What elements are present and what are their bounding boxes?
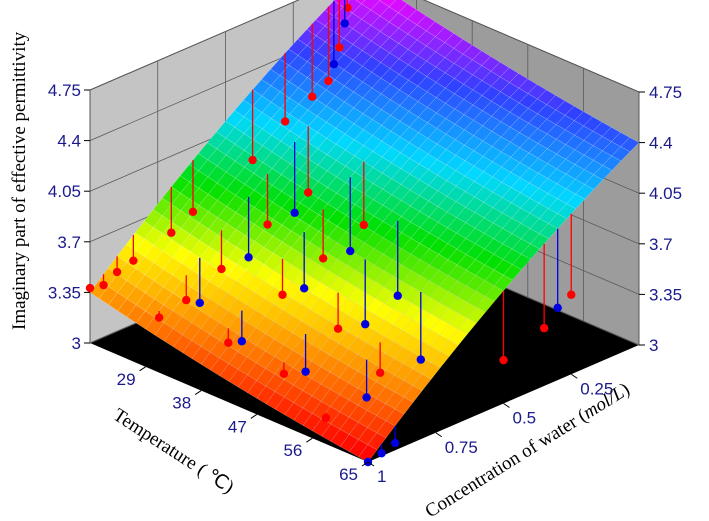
data-point-red [217,264,226,274]
z-tick-label-left: 4.05 [48,182,81,201]
data-point-red [224,338,233,347]
y-tick-label: 1 [377,467,386,486]
x-axis-title-text: Temperature ( ℃) [109,405,237,498]
y-tick-label: 0.5 [513,409,537,428]
data-point-red [308,92,317,101]
x-tick-label: 29 [117,370,136,389]
data-point-red [112,267,122,277]
z-tick-label-right: 4.4 [649,134,673,153]
data-point-blue [195,298,204,308]
z-tick-label-left: 4.4 [57,132,81,151]
data-point-red [154,313,164,322]
data-point-blue [362,393,371,402]
x-tick-mark [306,437,313,443]
data-point-blue [390,438,400,448]
y-tick-label: 0.75 [445,438,478,457]
data-point-red [333,324,343,333]
data-point-red [99,280,108,290]
data-point-red [279,369,289,378]
data-point-blue [301,367,310,376]
data-points [85,0,576,467]
x-tick-label: 56 [283,441,302,460]
y-tick-mark [570,373,578,379]
z-axis-title: Imaginary part of effective permittivity [9,31,30,330]
x-tick-mark [194,390,202,396]
data-point-red [375,368,385,378]
z-tick-label-right: 4.75 [649,83,682,102]
data-point-red [188,207,198,216]
data-point-red [167,228,176,237]
z-tick-label-left: 3.35 [48,283,81,302]
data-point-blue [346,246,355,256]
y-tick-mark [503,403,510,408]
data-point-blue [237,337,247,346]
y-tick-mark [367,461,375,467]
data-point-red [324,76,333,86]
data-point-blue [290,208,299,218]
data-point-red [321,413,331,423]
z-tick-label-right: 3 [649,336,658,355]
data-point-red [304,188,313,197]
x-tick-label: 38 [172,394,191,413]
data-point-red [182,295,191,305]
tick-labels: 3 3 3.35 3.35 3.7 3.7 4.05 4.05 4.4 4.4 4.75 4.75 29… [48,81,682,486]
y-tick-mark [435,432,443,438]
z-tick-label-right: 3.35 [649,285,682,304]
data-point-blue [299,284,309,293]
x-tick-mark [139,366,146,372]
data-point-blue [340,19,349,28]
x-axis-title: Temperature ( ℃) [109,405,237,498]
data-point-red [248,155,257,165]
data-point-red [318,254,328,263]
data-point-red [335,43,344,52]
z-tick-label-right: 3.7 [649,235,673,254]
data-point-blue [553,303,562,313]
wall-gridline [89,0,640,93]
x-tick-mark [361,461,369,467]
data-point-red [85,283,95,293]
data-point-red [263,220,272,229]
z-tick-label-left: 3.7 [57,233,81,252]
y-tick-label: 0.25 [580,379,613,398]
data-point-blue [244,253,253,262]
data-point-red [359,220,368,230]
data-point-red [280,117,290,126]
data-point-blue [393,291,402,300]
data-point-red [567,290,576,299]
data-point-blue [329,60,339,69]
data-point-red [539,323,549,333]
x-tick-mark [250,413,258,419]
data-point-blue [416,355,425,364]
z-tick-label-right: 4.05 [649,184,682,203]
z-tick-label-left: 4.75 [48,81,81,100]
data-point-red [129,256,138,265]
z-tick-label-left: 3 [72,334,81,353]
x-tick-label: 65 [339,465,358,484]
x-tick-label: 47 [228,417,247,436]
data-point-blue [361,320,370,329]
data-point-red [499,355,508,365]
data-point-red [278,290,287,299]
data-point-blue [377,449,386,458]
